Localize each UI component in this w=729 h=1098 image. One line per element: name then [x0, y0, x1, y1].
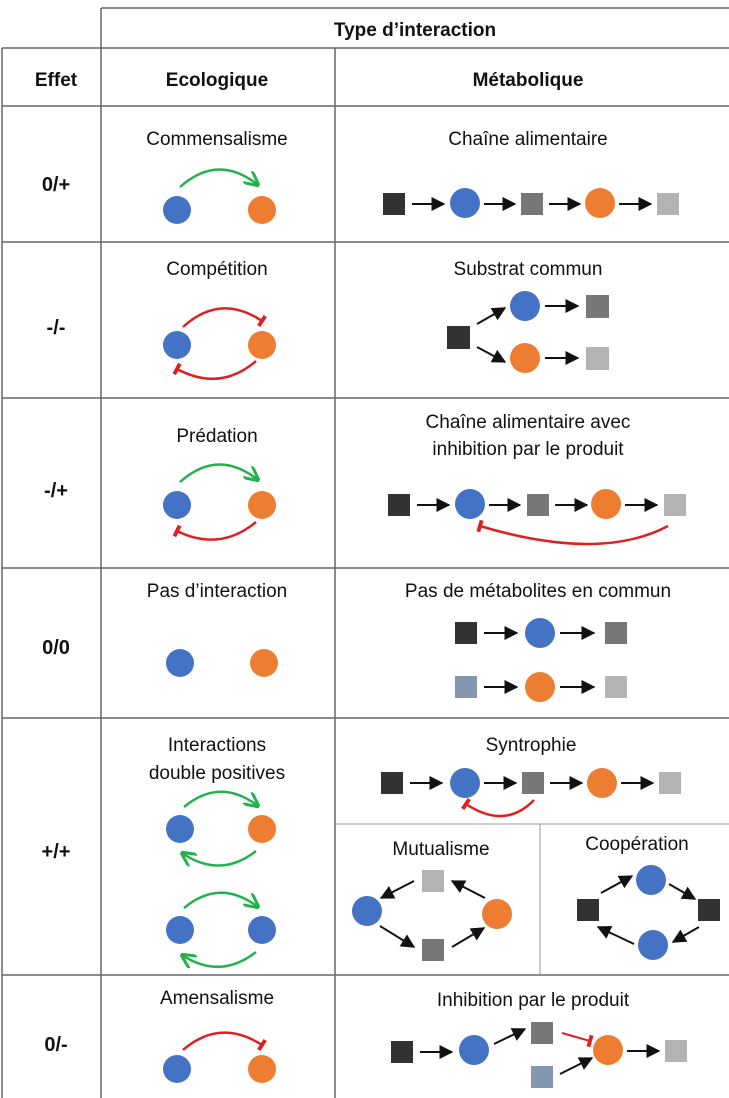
effect-label: 0/+: [42, 174, 70, 196]
meta-diagram-substrat: [447, 291, 609, 373]
eco-diagram-competition: [163, 307, 276, 381]
eco-title: Pas d’interaction: [147, 581, 287, 602]
meta-title: Syntrophie: [486, 735, 577, 756]
meta-subtitle: Mutualisme: [392, 839, 489, 860]
eco-diagram-commensalisme: [163, 168, 276, 224]
eco-diagram-double-positive-2: [166, 891, 276, 967]
meta-diagram-inhibition-produit: [391, 1022, 687, 1088]
meta-diagram-chaine: [383, 188, 679, 218]
meta-diagram-chaine-inhibition: [388, 489, 686, 546]
header-ecologique: Ecologique: [166, 70, 268, 91]
eco-diagram-double-positive-1: [166, 790, 276, 866]
eco-diagram-predation: [163, 463, 276, 541]
meta-diagram-mutualisme: [352, 870, 512, 961]
eco-title: Amensalisme: [160, 988, 274, 1009]
meta-subtitle: Coopération: [585, 834, 689, 855]
eco-title: Commensalisme: [146, 129, 287, 150]
header-title: Type d’interaction: [334, 20, 496, 41]
effect-label: -/-: [47, 317, 66, 339]
meta-title: inhibition par le produit: [432, 439, 624, 460]
meta-title: Chaîne alimentaire: [448, 129, 607, 150]
effect-label: 0/-: [44, 1034, 67, 1056]
eco-diagram-amensalisme: [163, 1031, 276, 1083]
header-effet: Effet: [35, 70, 78, 91]
meta-diagram-pas-metabolites: [455, 618, 627, 702]
eco-title: Compétition: [166, 259, 267, 280]
eco-title: Interactions: [168, 735, 266, 756]
meta-title: Chaîne alimentaire avec: [426, 412, 631, 433]
meta-diagram-syntrophie: [381, 768, 681, 818]
eco-title: Prédation: [176, 426, 257, 447]
effect-label: -/+: [44, 480, 68, 502]
meta-diagram-cooperation: [577, 865, 720, 960]
effect-label: 0/0: [42, 637, 70, 659]
eco-title: double positives: [149, 763, 285, 784]
effect-label: +/+: [42, 841, 71, 863]
eco-diagram-pas-interaction: [166, 649, 278, 677]
header-metabolique: Métabolique: [473, 70, 584, 91]
meta-title: Pas de métabolites en commun: [405, 581, 671, 602]
meta-title: Substrat commun: [454, 259, 603, 280]
meta-title: Inhibition par le produit: [437, 990, 630, 1011]
table-grid: [1, 7, 729, 1098]
